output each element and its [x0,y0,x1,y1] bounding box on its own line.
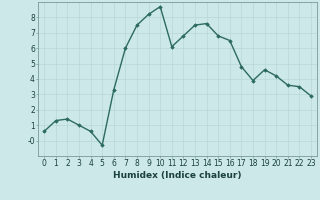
X-axis label: Humidex (Indice chaleur): Humidex (Indice chaleur) [113,171,242,180]
